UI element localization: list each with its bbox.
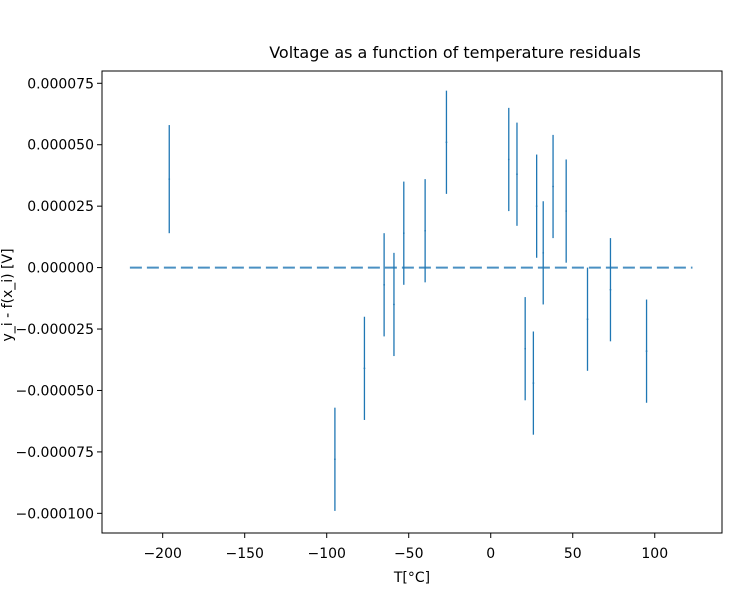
y-tick-label: 0.000000: [27, 261, 94, 277]
y-tick-label: −0.000050: [15, 383, 94, 399]
x-tick-label: −50: [394, 546, 424, 562]
y-tick-label: −0.000100: [15, 506, 94, 522]
y-tick-label: 0.000050: [27, 138, 94, 154]
x-tick-label: 50: [564, 546, 582, 562]
chart-title: Voltage as a function of temperature res…: [269, 43, 641, 62]
x-axis-ticks: −200 −150 −100 −50 0 50 100: [143, 533, 668, 562]
y-tick-label: −0.000025: [15, 322, 94, 338]
y-tick-label: 0.000025: [27, 199, 94, 215]
x-axis-label: T[°C]: [393, 570, 430, 586]
y-tick-label: −0.000075: [15, 445, 94, 461]
error-bars-group: [168, 90, 648, 511]
y-axis-label: y_i - f(x_i) [V]: [0, 248, 16, 341]
x-tick-label: −100: [307, 546, 345, 562]
x-tick-label: −150: [225, 546, 263, 562]
x-tick-label: −200: [143, 546, 181, 562]
y-axis-ticks: 0.000075 0.000050 0.000025 0.000000 −0.00002…: [15, 76, 102, 522]
y-tick-label: 0.000075: [27, 76, 94, 92]
x-tick-label: 100: [641, 546, 668, 562]
plot-area-frame: [101, 70, 723, 534]
x-tick-label: 0: [486, 546, 495, 562]
